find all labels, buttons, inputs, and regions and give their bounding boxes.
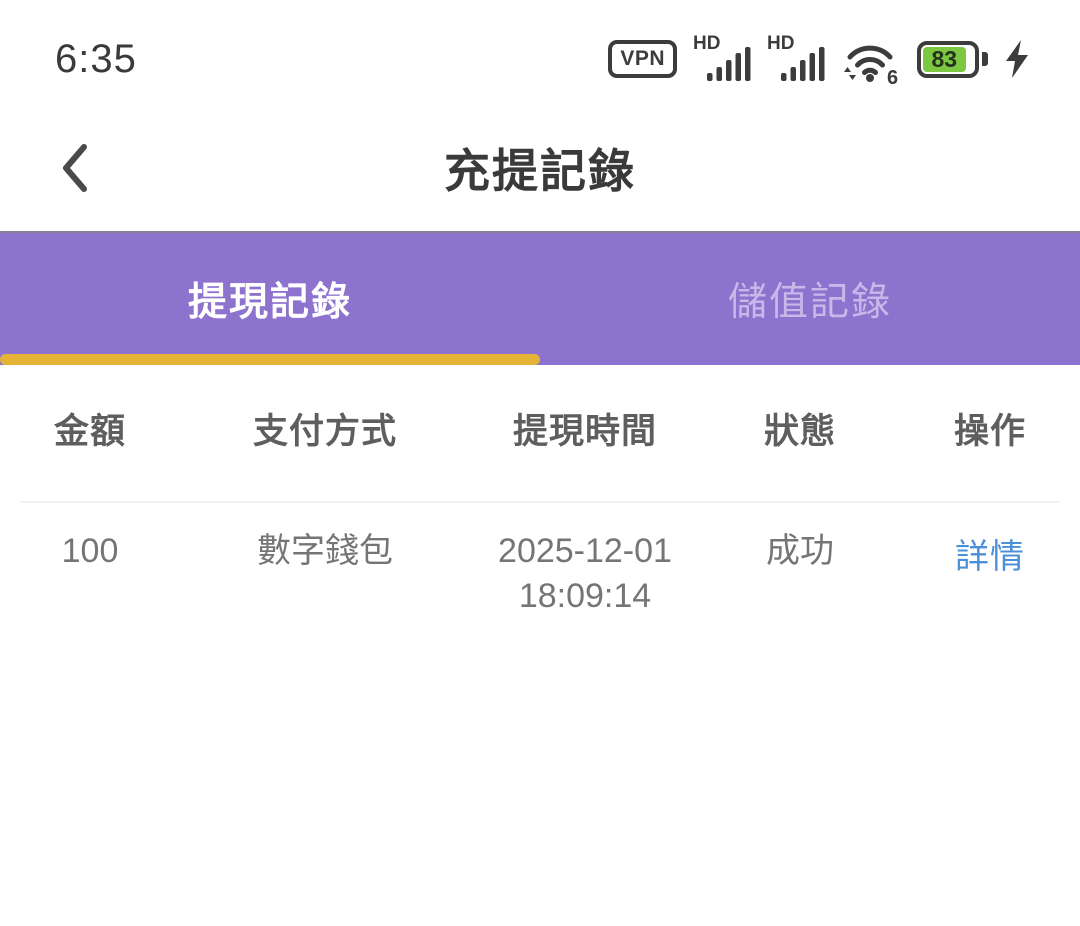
hd-label: HD	[693, 33, 721, 54]
status-bar: 6:35 VPN HD HD	[0, 0, 1080, 104]
column-header-time: 提現時間	[512, 412, 657, 451]
back-button[interactable]	[48, 136, 100, 200]
cell-time-date: 2025-12-01	[498, 532, 672, 570]
tab-deposit-records[interactable]: 儲值記錄	[540, 233, 1080, 365]
back-chevron-icon	[58, 142, 90, 194]
column-header-amount: 金額	[53, 412, 126, 451]
cell-action: 詳情	[900, 529, 1080, 619]
page-header: 充提記錄	[0, 104, 1080, 231]
column-header-action: 操作	[953, 412, 1026, 451]
column-header-method: 支付方式	[252, 412, 397, 451]
active-tab-indicator	[0, 354, 540, 365]
hd-label: HD	[767, 33, 795, 54]
cell-status: 成功	[766, 532, 834, 570]
cell-time-clock: 18:09:14	[518, 577, 652, 615]
svg-text:6: 6	[887, 67, 898, 84]
page-title: 充提記錄	[444, 144, 636, 197]
cell-time: 2025-12-01 18:09:14	[470, 529, 700, 619]
table-row: 100 數字錢包 2025-12-01 18:09:14 成功 詳情	[0, 503, 1080, 619]
battery-level: 83	[923, 46, 966, 72]
cell-amount: 100	[61, 532, 119, 570]
cellular-signal-icon: HD	[693, 33, 751, 83]
battery-icon: 83	[917, 40, 988, 78]
clock-text: 6:35	[55, 36, 137, 81]
table-header: 金額 支付方式 提現時間 狀態 操作	[0, 365, 1080, 457]
tab-bar: 提現記錄 儲值記錄	[0, 231, 1080, 365]
header-row-divider	[20, 501, 1060, 503]
cell-method: 數字錢包	[257, 532, 393, 570]
details-link[interactable]: 詳情	[955, 529, 1025, 578]
tab-withdrawal-records[interactable]: 提現記錄	[0, 233, 540, 365]
vpn-icon: VPN	[608, 40, 677, 78]
charging-bolt-icon	[1004, 40, 1030, 78]
status-icons: VPN HD HD	[608, 33, 1030, 89]
wifi-icon: 6	[841, 34, 901, 89]
cellular-signal-icon: HD	[767, 33, 825, 83]
column-header-status: 狀態	[763, 412, 836, 451]
